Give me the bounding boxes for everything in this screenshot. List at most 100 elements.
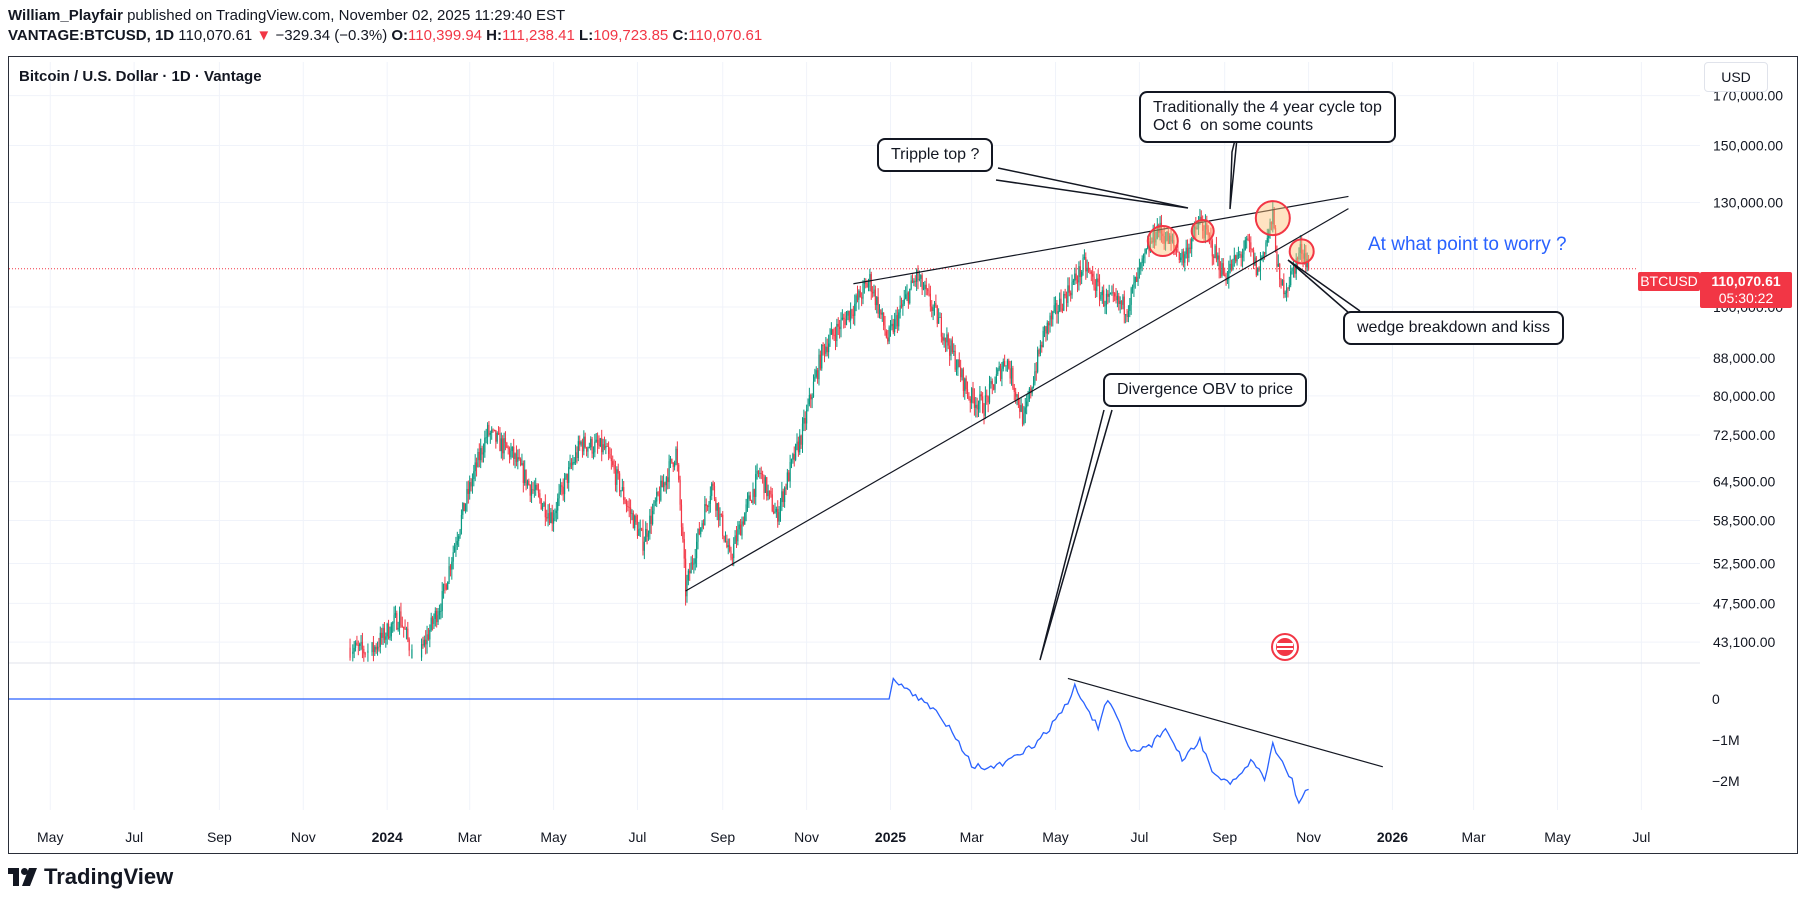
candle-body (513, 446, 515, 459)
candle-body (782, 491, 784, 502)
candle-body (1279, 263, 1281, 280)
candle-body (973, 397, 975, 408)
candle-body (832, 329, 834, 335)
candle-body (1244, 239, 1246, 250)
candle-body (383, 627, 386, 640)
candle-body (741, 521, 743, 536)
candle-body (562, 486, 564, 495)
candle-body (583, 436, 585, 452)
candle-body (870, 274, 872, 292)
candle-body (1096, 278, 1098, 291)
callout-divergence[interactable]: Divergence OBV to price (1103, 373, 1308, 407)
candle-body (815, 370, 817, 377)
candle-body (746, 498, 749, 505)
candle-body (587, 447, 589, 452)
candle-body (1112, 292, 1114, 294)
candle-body (975, 404, 977, 408)
candle-body (1166, 231, 1168, 241)
candle-body (515, 453, 518, 462)
open-value: 110,399.94 (408, 27, 483, 44)
candle-body (555, 510, 557, 514)
candle-body (898, 312, 900, 327)
candle-body (595, 439, 597, 442)
candle-body (1233, 255, 1235, 260)
candle-body (933, 303, 936, 308)
candle-body (834, 336, 837, 342)
candle-body (1186, 247, 1189, 258)
candle-body (405, 628, 408, 630)
tradingview-logo[interactable]: TradingView (8, 864, 173, 890)
candle-body (614, 469, 617, 485)
candle-body (1109, 293, 1112, 295)
callout-wedge[interactable]: wedge breakdown and kiss (1343, 311, 1565, 345)
candle-body (1218, 255, 1220, 271)
candle-body (475, 462, 478, 467)
candle-body (958, 359, 960, 368)
candle-body (525, 469, 527, 486)
candle-body (1152, 228, 1154, 243)
candle-body (530, 488, 533, 496)
symbol-price-tag: BTCUSD (1638, 272, 1700, 291)
candle-body (925, 284, 927, 290)
candle-body (426, 634, 428, 645)
candle-body (645, 529, 647, 542)
candle-body (1283, 280, 1285, 295)
candle-body (661, 480, 663, 488)
candle-body (1305, 253, 1307, 268)
candle-body (1215, 245, 1218, 260)
candle-body (463, 502, 465, 512)
candle-body (382, 627, 384, 638)
candle-body (565, 473, 567, 478)
candle-body (883, 312, 885, 326)
candle-body (841, 317, 843, 320)
candle-body (1092, 273, 1094, 277)
candle-body (845, 315, 848, 325)
candle-body (931, 306, 933, 311)
candle-body (855, 295, 857, 304)
candle-body (579, 441, 581, 445)
candle-body (999, 366, 1002, 379)
candle-body (466, 488, 468, 505)
time-tick-label: 2026 (1377, 829, 1408, 845)
candle-body (852, 314, 854, 316)
candle-body (896, 315, 898, 327)
candle-body (1026, 401, 1028, 408)
candle-body (437, 615, 439, 623)
candle-body (1270, 222, 1273, 225)
callout-tripple-top[interactable]: Tripple top ? (877, 138, 994, 172)
candle-body (756, 470, 758, 475)
candle-body (869, 274, 871, 283)
currency-selector[interactable]: USD (1704, 62, 1768, 92)
top-circle-marker (1288, 238, 1315, 265)
note-worry[interactable]: At what point to worry ? (1368, 234, 1567, 255)
candle-body (1171, 240, 1174, 242)
candle-body (596, 439, 599, 445)
candle-body (1061, 308, 1064, 311)
price-tick-label: 130,000.00 (1713, 194, 1783, 210)
candle-body (629, 507, 632, 514)
candle-body (762, 474, 764, 476)
author-name[interactable]: William_Playfair (8, 7, 123, 24)
candle-body (511, 446, 513, 451)
candle-body (678, 464, 680, 480)
open-label: O: (387, 27, 409, 44)
candle-body (796, 441, 798, 445)
candle-body (1013, 387, 1015, 392)
candle-body (375, 646, 377, 650)
candle-body (1065, 295, 1068, 304)
candle-body (496, 433, 498, 442)
callout-cycle-top[interactable]: Traditionally the 4 year cycle top Oct 6… (1139, 91, 1396, 143)
candle-body (484, 437, 486, 453)
candle-body (1015, 391, 1017, 397)
candle-body (966, 389, 969, 397)
chart-frame[interactable] (8, 56, 1798, 854)
candle-body (701, 523, 703, 528)
candle-body (467, 488, 469, 494)
candle-body (927, 289, 929, 291)
candle-body (719, 513, 721, 521)
candle-body (544, 502, 546, 518)
candle-body (1225, 276, 1227, 281)
candle-body (1105, 293, 1108, 306)
candle-body (394, 613, 397, 616)
